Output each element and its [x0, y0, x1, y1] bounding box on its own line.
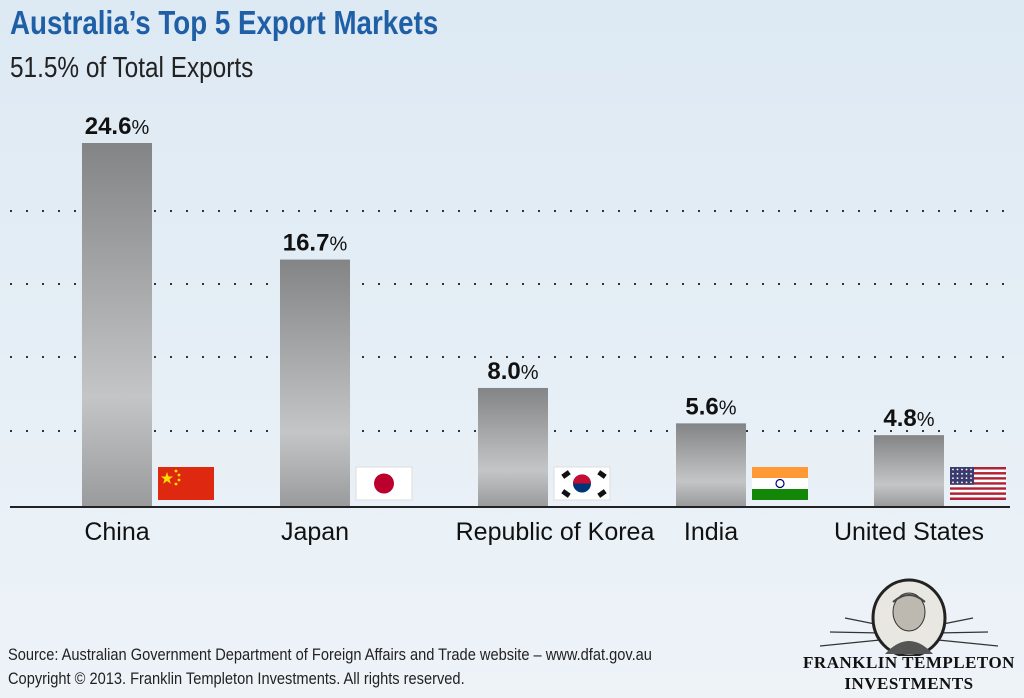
bar-chart: 24.6% China 16.7% Japan 8.0% Republic of Kore… [10, 113, 1010, 546]
value-label: 8.0% [487, 358, 538, 385]
japan-flag [355, 466, 413, 501]
category-label: United States [834, 518, 984, 546]
value-unit: % [131, 117, 149, 139]
value-number: 4.8 [883, 405, 916, 432]
category-label: India [684, 518, 738, 546]
bar-china [82, 143, 152, 506]
copyright-note: Copyright © 2013. Franklin Templeton Inv… [8, 669, 465, 688]
value-number: 5.6 [685, 393, 718, 420]
bar-japan [280, 259, 350, 506]
usa-flag [950, 467, 1006, 500]
value-label: 24.6% [85, 113, 150, 140]
franklin-templeton-logo: FRANKLIN TEMPLETON INVESTMENTS [800, 578, 1018, 696]
value-label: 16.7% [283, 230, 348, 257]
value-unit: % [521, 362, 539, 384]
source-note: Source: Australian Government Department… [8, 645, 652, 664]
benjamin-franklin-portrait-icon [819, 578, 999, 656]
category-label: China [84, 518, 149, 546]
china-flag [158, 467, 214, 500]
category-label: Japan [281, 518, 349, 546]
category-label: Republic of Korea [456, 518, 655, 546]
value-number: 16.7 [283, 230, 330, 257]
value-unit: % [917, 409, 935, 431]
chart-title: Australia’s Top 5 Export Markets [10, 4, 439, 41]
bar-republic-of-korea [478, 387, 548, 506]
bar-united-states [874, 435, 944, 506]
value-unit: % [329, 234, 347, 256]
india-flag [752, 467, 808, 500]
value-unit: % [719, 397, 737, 419]
value-number: 8.0 [487, 358, 520, 385]
value-label: 5.6% [685, 393, 736, 420]
korea-flag [553, 466, 611, 501]
value-label: 4.8% [883, 405, 934, 432]
logo-sub: INVESTMENTS [844, 674, 974, 693]
chart-subtitle: 51.5% of Total Exports [10, 52, 254, 84]
value-number: 24.6 [85, 113, 132, 140]
bar-india [676, 423, 746, 506]
logo-name: FRANKLIN TEMPLETON [803, 653, 1015, 672]
